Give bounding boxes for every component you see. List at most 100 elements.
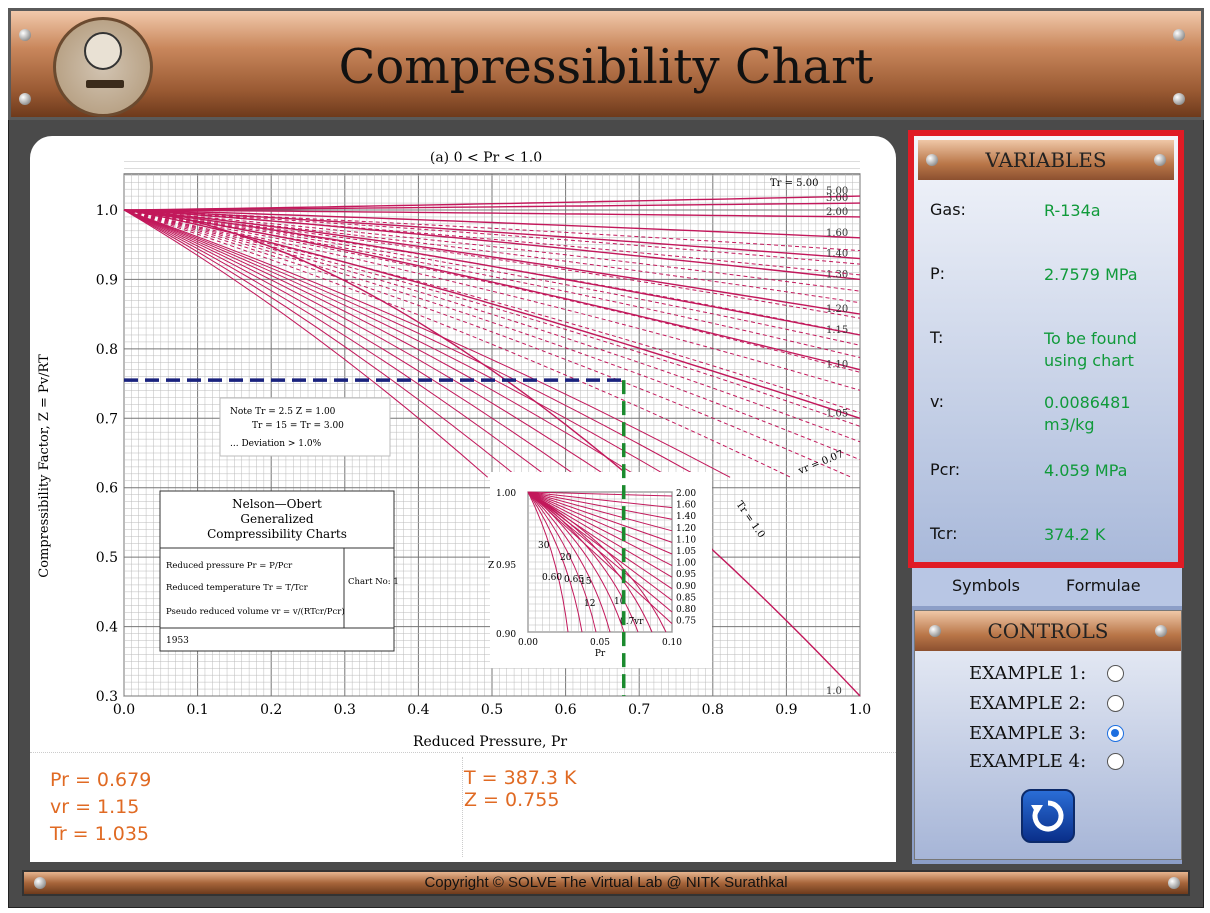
vr-curve bbox=[123, 209, 701, 478]
inset-curve bbox=[527, 491, 653, 633]
inset-curve bbox=[527, 491, 625, 633]
bolt-icon bbox=[1173, 93, 1185, 105]
example-2-radio[interactable] bbox=[1107, 695, 1124, 712]
inset-curve-label: 10 bbox=[614, 597, 626, 607]
example-4-label: EXAMPLE 4: bbox=[969, 751, 1087, 772]
tr-curve bbox=[123, 209, 861, 371]
variable-key: v: bbox=[930, 392, 944, 411]
y-axis-label: Compressibility Factor, Z = Pv/RT bbox=[37, 354, 52, 578]
vr-curve bbox=[123, 209, 640, 478]
inset-curve-label: 15 bbox=[580, 577, 592, 587]
x-tick-label: 0.0 bbox=[113, 702, 135, 718]
example-4-radio[interactable] bbox=[1107, 753, 1124, 770]
bolt-icon bbox=[1155, 625, 1167, 637]
inset-curve-label: 12 bbox=[584, 599, 595, 609]
tr-curve bbox=[123, 202, 861, 211]
tab-formulae[interactable]: Formulae bbox=[1066, 576, 1141, 595]
inset-curve bbox=[527, 491, 673, 555]
bolt-icon bbox=[1173, 29, 1185, 41]
y-tick-label: 0.3 bbox=[96, 689, 118, 705]
inset-tr-label: 2.00 bbox=[676, 489, 696, 499]
variable-value: 374.2 K bbox=[1044, 525, 1106, 544]
tr-curve bbox=[123, 209, 861, 315]
tr-curve bbox=[123, 209, 861, 218]
inset-tr-label: 0.80 bbox=[676, 605, 696, 615]
tr-curve-label: 1.05 bbox=[826, 408, 848, 419]
vr-curve bbox=[123, 209, 861, 391]
inset-x-tick: 0.10 bbox=[662, 638, 682, 648]
inset-curve bbox=[527, 491, 583, 633]
variable-key: Tcr: bbox=[930, 524, 958, 543]
y-tick-label: 0.8 bbox=[96, 342, 118, 358]
inset-x-tick: 0.05 bbox=[590, 638, 610, 648]
note-line: Note Tr = 2.5 Z = 1.00 bbox=[230, 407, 336, 417]
variable-key: Pcr: bbox=[930, 460, 961, 479]
bolt-icon bbox=[929, 625, 941, 637]
legend-title: Nelson—Obert bbox=[232, 497, 322, 511]
results-divider bbox=[462, 757, 463, 857]
example-2-label: EXAMPLE 2: bbox=[969, 693, 1087, 714]
x-axis-label: Reduced Pressure, Pr bbox=[413, 734, 567, 750]
inset-tr-label: 1.20 bbox=[676, 524, 696, 534]
reset-button[interactable] bbox=[1021, 789, 1075, 843]
inset-tr-label: 0.95 bbox=[676, 570, 696, 580]
tr-label: Tr = 5.00 bbox=[770, 178, 818, 189]
results-panel: Pr = 0.679 vr = 1.15 Tr = 1.035 T = 387.… bbox=[30, 752, 896, 862]
vr-curve bbox=[123, 209, 861, 373]
page-title: Compressibility Chart bbox=[338, 39, 874, 95]
vr-curve bbox=[123, 209, 670, 478]
tr-curve bbox=[123, 195, 861, 211]
inset-tr-label: 0.75 bbox=[676, 617, 696, 627]
legend-year: 1953 bbox=[166, 636, 189, 646]
tr-curve-label: 1.10 bbox=[826, 360, 848, 371]
compressibility-chart: (a) 0 < Pr < 1.0 5.003.002.001.601.401.3… bbox=[37, 150, 871, 750]
variable-value: 4.059 MPa bbox=[1044, 461, 1128, 480]
inset-curve bbox=[527, 491, 569, 633]
chart-title: (a) 0 < Pr < 1.0 bbox=[430, 150, 542, 166]
bolt-icon bbox=[1168, 877, 1180, 889]
refresh-icon bbox=[1031, 800, 1064, 832]
legend-box: Nelson—Obert Generalized Compressibility… bbox=[159, 490, 399, 652]
t-result: T = 387.3 K bbox=[464, 767, 577, 789]
vr-curve bbox=[123, 209, 791, 478]
vr-curve bbox=[123, 209, 861, 427]
vr-curve bbox=[123, 209, 579, 478]
inset-tr-label: 1.60 bbox=[676, 501, 696, 511]
vr-curve bbox=[123, 209, 861, 276]
vr-curve bbox=[123, 209, 519, 478]
variables-panel: VARIABLES Gas: R-134a P: 2.7579 MPa T: T… bbox=[908, 130, 1184, 568]
example-3-label: EXAMPLE 3: bbox=[969, 723, 1087, 744]
inset-curve bbox=[527, 491, 673, 543]
tr-curve-label: 1.0 bbox=[826, 686, 842, 697]
inset-chart: 1.00 0.95 0.90 Z 0.00 0.05 0.10 Pr 2.00 1… bbox=[488, 472, 712, 668]
x-tick-label: 0.7 bbox=[628, 702, 650, 718]
example-1-radio[interactable] bbox=[1107, 665, 1124, 682]
inset-curve-label: 30 bbox=[538, 541, 550, 551]
x-tick-label: 0.3 bbox=[334, 702, 356, 718]
variable-key: T: bbox=[930, 328, 944, 347]
inset-curve bbox=[527, 491, 673, 532]
variable-value: 2.7579 MPa bbox=[1044, 265, 1138, 284]
x-tick-label: 0.4 bbox=[407, 702, 429, 718]
x-tick-label: 0.1 bbox=[186, 702, 208, 718]
tab-symbols[interactable]: Symbols bbox=[952, 576, 1020, 595]
inset-curve-label: 20 bbox=[560, 553, 572, 563]
vr-curve bbox=[123, 209, 861, 252]
inset-curve bbox=[527, 491, 673, 520]
vr-result: vr = 1.15 bbox=[50, 796, 140, 818]
controls-heading: CONTROLS bbox=[915, 611, 1181, 651]
inset-y-tick: 0.95 bbox=[496, 561, 516, 571]
inset-curve bbox=[527, 491, 673, 567]
vr-curve bbox=[123, 209, 861, 319]
logo-ship-icon bbox=[86, 80, 124, 88]
example-3-radio[interactable] bbox=[1107, 725, 1124, 742]
tr-curve-label: 5.00 bbox=[826, 186, 848, 197]
inset-tr-label: 1.40 bbox=[676, 512, 696, 522]
vr-curve bbox=[123, 209, 861, 292]
inset-curve-label: 0.7 bbox=[620, 617, 635, 627]
y-tick-label: 0.4 bbox=[96, 620, 118, 636]
x-tick-label: 1.0 bbox=[849, 702, 871, 718]
inset-curve bbox=[527, 491, 597, 633]
variable-key: P: bbox=[930, 264, 946, 283]
legend-chart-no: Chart No: 1 bbox=[348, 577, 399, 587]
